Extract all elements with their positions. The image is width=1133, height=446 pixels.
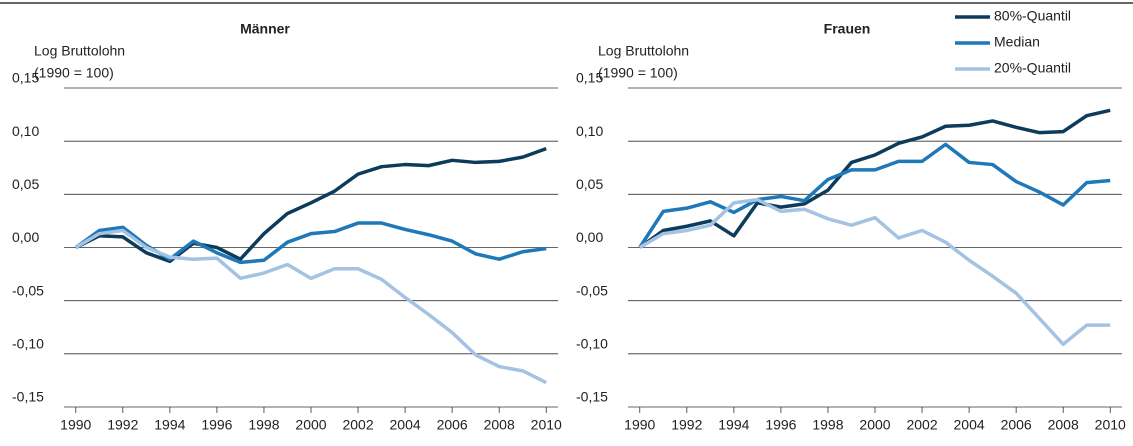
x-tick-label: 2000: [859, 417, 890, 433]
y-axis-label: Log Bruttolohn: [34, 43, 125, 59]
y-axis-label: (1990 = 100): [598, 65, 678, 81]
y-axis-label: (1990 = 100): [34, 65, 114, 81]
y-tick-label: -0,05: [576, 282, 608, 298]
series-line: [638, 142, 1111, 249]
chart-title: Männer: [240, 21, 290, 37]
y-tick-label: 0,05: [12, 176, 39, 192]
x-tick-label: 1998: [248, 417, 279, 433]
y-tick-label: 0,15: [576, 70, 603, 86]
series-line: [638, 108, 1111, 249]
x-tick-label: 2002: [906, 417, 937, 433]
x-tick-label: 2008: [1048, 417, 1079, 433]
x-tick-label: 1994: [154, 417, 185, 433]
y-tick-label: 0,05: [576, 176, 603, 192]
x-tick-label: 1996: [201, 417, 232, 433]
x-tick-label: 2010: [531, 417, 562, 433]
y-tick-label: 0,00: [576, 229, 603, 245]
chart-title: Frauen: [824, 21, 871, 37]
y-tick-label: -0,10: [576, 336, 608, 352]
x-tick-label: 1998: [812, 417, 843, 433]
x-tick-label: 2002: [342, 417, 373, 433]
legend-label: 80%-Quantil: [994, 8, 1071, 24]
series-line: [638, 197, 1111, 347]
x-tick-label: 2000: [295, 417, 326, 433]
legend-label: Median: [994, 34, 1040, 50]
x-tick-label: 1994: [718, 417, 749, 433]
x-tick-label: 2006: [437, 417, 468, 433]
y-tick-label: -0,15: [576, 389, 608, 405]
x-tick-label: 1990: [60, 417, 91, 433]
x-tick-label: 2006: [1001, 417, 1032, 433]
y-tick-label: -0,10: [12, 336, 44, 352]
x-tick-label: 2008: [484, 417, 515, 433]
y-tick-label: 0,10: [12, 123, 39, 139]
x-tick-label: 1992: [107, 417, 138, 433]
y-tick-label: -0,05: [12, 282, 44, 298]
y-tick-label: -0,15: [12, 389, 44, 405]
y-tick-label: 0,00: [12, 229, 39, 245]
x-tick-label: 2004: [954, 417, 985, 433]
x-tick-label: 1996: [765, 417, 796, 433]
y-tick-label: 0,10: [576, 123, 603, 139]
y-tick-label: 0,15: [12, 70, 39, 86]
series-line: [74, 228, 548, 385]
series-line: [74, 146, 547, 264]
x-tick-label: 2010: [1095, 417, 1126, 433]
y-axis-label: Log Bruttolohn: [598, 43, 689, 59]
x-tick-label: 1992: [671, 417, 702, 433]
series-line: [74, 221, 547, 265]
legend-label: 20%-Quantil: [994, 60, 1071, 76]
x-tick-label: 1990: [624, 417, 655, 433]
x-tick-label: 2004: [390, 417, 421, 433]
